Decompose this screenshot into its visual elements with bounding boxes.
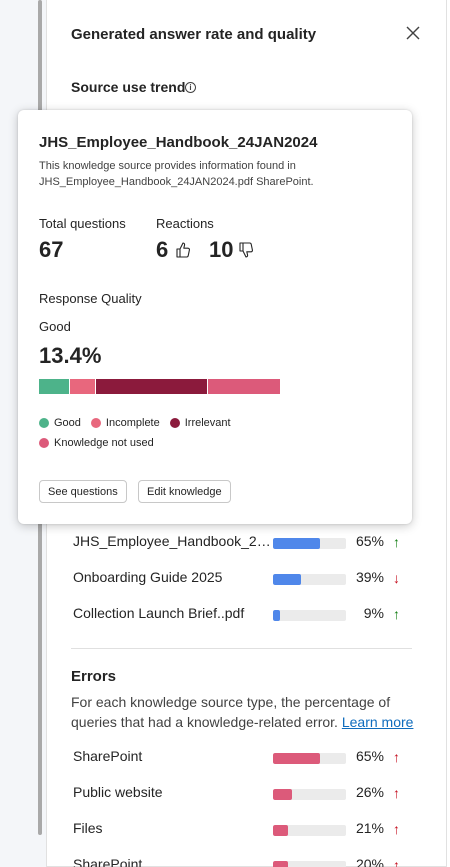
error-percent: 21% — [355, 820, 384, 836]
trend-up-icon: ↑ — [393, 749, 400, 765]
reactions-label: Reactions — [156, 216, 214, 231]
error-bar — [273, 861, 346, 867]
legend-label: Knowledge not used — [54, 437, 154, 449]
divider — [71, 648, 412, 649]
source-bar — [273, 610, 346, 621]
error-bar-fill — [273, 825, 289, 836]
error-source-name: SharePoint — [73, 856, 143, 867]
legend-item: Knowledge not used — [39, 437, 154, 449]
source-row[interactable]: Onboarding Guide 2025 39% ↓ — [73, 569, 413, 589]
errors-title: Errors — [71, 668, 117, 685]
source-percent: 39% — [355, 569, 384, 585]
error-bar — [273, 789, 346, 800]
errors-description-text: For each knowledge source type, the perc… — [71, 694, 391, 730]
error-percent: 26% — [355, 784, 384, 800]
thumbs-down-icon — [239, 242, 253, 258]
popup-title: JHS_Employee_Handbook_24JAN2024 — [39, 134, 318, 151]
thumbs-down-count: 10 — [209, 237, 234, 262]
source-row[interactable]: Collection Launch Brief..pdf 9% ↑ — [73, 605, 413, 625]
error-bar-fill — [273, 753, 321, 764]
error-source-name: Public website — [73, 784, 163, 800]
source-use-trend-label: Source use trend — [71, 79, 186, 95]
error-row[interactable]: Public website 26% ↑ — [73, 784, 413, 804]
legend-label: Incomplete — [105, 417, 160, 429]
legend-dot-icon — [169, 418, 180, 428]
legend-dot-icon — [39, 418, 49, 428]
quality-segment — [95, 379, 208, 394]
error-bar — [273, 825, 346, 836]
thumbs-up-icon — [176, 242, 190, 258]
errors-description: For each knowledge source type, the perc… — [71, 692, 421, 732]
source-percent: 9% — [363, 605, 384, 621]
source-row[interactable]: JHS_Employee_Handbook_24J... 65% ↑ — [73, 533, 413, 553]
error-row[interactable]: Files 21% ↑ — [73, 820, 413, 840]
source-name: Onboarding Guide 2025 — [73, 569, 223, 585]
error-percent: 65% — [355, 748, 384, 764]
error-source-name: Files — [73, 820, 103, 836]
source-percent: 65% — [355, 533, 384, 549]
error-row[interactable]: SharePoint 20% ↑ — [73, 856, 413, 867]
info-icon[interactable]: i — [185, 82, 196, 93]
total-questions-value: 67 — [39, 237, 64, 262]
quality-legend: Good Incomplete Irrelevant Knowledge not us… — [39, 417, 339, 457]
quality-segment — [39, 379, 69, 394]
trend-up-icon: ↑ — [393, 785, 400, 801]
error-bar — [273, 753, 346, 764]
quality-stacked-bar — [39, 379, 283, 394]
see-questions-button[interactable]: See questions — [39, 480, 127, 503]
quality-segment — [208, 379, 280, 394]
trend-up-icon: ↑ — [393, 534, 400, 550]
source-bar-fill — [273, 610, 280, 621]
error-percent: 20% — [355, 856, 384, 867]
source-name: Collection Launch Brief..pdf — [73, 605, 245, 621]
source-bar — [273, 574, 346, 585]
quality-segment — [69, 379, 95, 394]
thumbs-up-count: 6 — [156, 237, 169, 262]
source-bar-fill — [273, 538, 321, 549]
trend-up-icon: ↑ — [393, 821, 400, 837]
legend-dot-icon — [39, 438, 49, 448]
error-source-name: SharePoint — [73, 748, 143, 764]
legend-label: Good — [54, 417, 81, 429]
trend-down-icon: ↓ — [393, 570, 400, 586]
legend-item: Incomplete — [90, 417, 160, 429]
good-label: Good — [39, 319, 71, 334]
panel-title: Generated answer rate and quality — [71, 26, 317, 43]
edit-knowledge-button[interactable]: Edit knowledge — [138, 480, 231, 503]
legend-item: Good — [39, 417, 81, 429]
learn-more-link[interactable]: Learn more — [341, 714, 414, 730]
legend-label: Irrelevant — [184, 417, 231, 429]
knowledge-source-popup: JHS_Employee_Handbook_24JAN2024 This kno… — [18, 110, 412, 524]
legend-item: Irrelevant — [169, 417, 231, 429]
response-quality-label: Response Quality — [39, 291, 142, 306]
close-button[interactable] — [402, 22, 424, 44]
popup-description: This knowledge source provides informati… — [39, 160, 314, 188]
source-name: JHS_Employee_Handbook_24J... — [73, 533, 271, 549]
source-bar — [273, 538, 346, 549]
good-percent: 13.4% — [39, 343, 102, 368]
error-row[interactable]: SharePoint 65% ↑ — [73, 748, 413, 768]
error-bar-fill — [273, 789, 292, 800]
trend-up-icon: ↑ — [393, 857, 400, 867]
total-questions-label: Total questions — [39, 216, 126, 231]
legend-dot-icon — [90, 418, 101, 428]
source-bar-fill — [273, 574, 302, 585]
trend-up-icon: ↑ — [393, 606, 400, 622]
error-bar-fill — [273, 861, 288, 867]
close-icon — [406, 26, 420, 40]
